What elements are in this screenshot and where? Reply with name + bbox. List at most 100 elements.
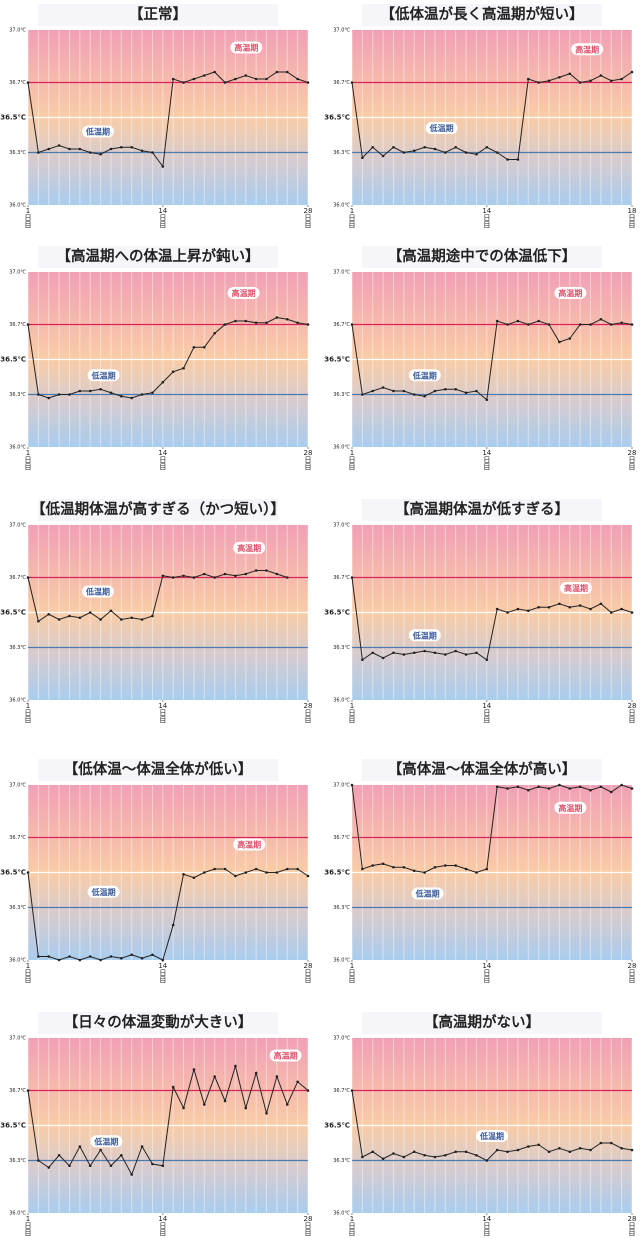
temperature-point — [620, 783, 623, 787]
temperature-point — [171, 1085, 175, 1089]
temperature-point — [182, 366, 185, 370]
temperature-point — [88, 389, 92, 393]
y-tick-label: 37.0℃ — [9, 1036, 26, 1042]
y-tick-label: 36.5℃ — [0, 1122, 26, 1130]
temperature-point — [57, 393, 61, 396]
title-box — [362, 246, 602, 268]
x-tick-label: 14 — [482, 449, 491, 457]
x-tick-suffix: 日 — [629, 969, 636, 977]
temperature-point — [495, 319, 499, 323]
temperature-point — [475, 651, 478, 655]
phase-label: 低温期 — [412, 630, 437, 640]
temperature-point — [37, 619, 40, 623]
temperature-point — [464, 1150, 468, 1154]
x-tick-label: 14 — [482, 962, 491, 970]
temperature-point — [78, 1145, 82, 1148]
temperature-point — [578, 785, 582, 789]
temperature-point — [537, 785, 540, 789]
x-tick-suffix: 目 — [629, 716, 636, 724]
x-tick-suffix: 目 — [483, 976, 490, 984]
temperature-point — [57, 618, 61, 621]
temperature-point — [213, 867, 216, 871]
temperature-point — [578, 1146, 582, 1150]
y-tick-label: 36.7℃ — [9, 835, 26, 841]
temperature-point — [285, 576, 289, 579]
title-box — [362, 1012, 602, 1034]
x-tick-suffix: 目 — [25, 716, 32, 724]
y-tick-label: 36.7℃ — [9, 575, 26, 581]
temperature-point — [423, 649, 426, 653]
temperature-point — [213, 70, 216, 74]
chart-panel: 【高温期への体温上昇が鈍い】37.0℃36.7℃36.5℃36.3℃36.0℃1… — [0, 246, 312, 471]
temperature-point — [234, 77, 237, 81]
temperature-point — [244, 74, 248, 77]
x-tick-suffix: 日 — [483, 709, 490, 717]
y-tick-label: 36.7℃ — [333, 1088, 350, 1094]
temperature-point — [109, 609, 113, 613]
temperature-point — [161, 165, 165, 168]
phase-label: 低温期 — [85, 127, 110, 137]
x-tick-suffix: 日 — [305, 969, 312, 977]
temperature-point — [26, 1089, 30, 1092]
temperature-point — [495, 785, 499, 789]
y-tick-label: 36.0℃ — [9, 203, 26, 209]
temperature-point — [412, 651, 416, 655]
x-tick-suffix: 目 — [349, 976, 356, 984]
phase-label: 低温期 — [412, 370, 437, 380]
temperature-point — [412, 869, 416, 873]
temperature-point — [444, 864, 447, 867]
temperature-point — [47, 396, 51, 400]
temperature-point — [140, 956, 144, 960]
phase-badge — [269, 1049, 302, 1062]
x-tick-suffix: 目 — [483, 1229, 490, 1237]
y-tick-label: 36.0℃ — [333, 1211, 350, 1217]
chart-panel: 【高体温～体温全体が高い】37.0℃36.7℃36.5℃36.3℃36.0℃1日… — [324, 759, 636, 984]
y-tick-label: 36.3℃ — [9, 905, 26, 911]
temperature-point — [537, 81, 540, 84]
temperature-point — [402, 865, 406, 869]
y-tick-label: 36.3℃ — [9, 150, 26, 156]
temperature-point — [609, 323, 613, 326]
temperature-point — [202, 345, 206, 349]
x-tick-label: 28 — [304, 449, 313, 457]
temperature-point — [412, 1150, 416, 1154]
temperature-point — [99, 618, 102, 621]
y-tick-label: 37.0℃ — [9, 783, 26, 789]
y-tick-label: 36.0℃ — [9, 1211, 26, 1217]
temperature-point — [254, 1071, 258, 1075]
y-tick-label: 36.5℃ — [324, 114, 350, 122]
x-tick-label: 1 — [26, 1215, 30, 1223]
temperature-point — [620, 77, 623, 81]
x-tick-label: 1 — [350, 962, 354, 970]
temperature-line — [351, 1090, 633, 1162]
temperature-point — [371, 389, 375, 393]
temperature-point — [202, 572, 206, 576]
temperature-point — [361, 156, 364, 160]
temperature-point — [151, 953, 154, 957]
title-box — [38, 246, 278, 268]
temperature-line — [351, 71, 633, 160]
y-tick-label: 37.0℃ — [9, 523, 26, 529]
x-tick-suffix: 目 — [305, 976, 312, 984]
phase-label: 高温期 — [558, 803, 582, 813]
phase-badge — [560, 582, 592, 594]
y-tick-label: 37.0℃ — [9, 270, 26, 276]
x-tick-label: 1 — [350, 702, 354, 710]
chart-title: 【高体温～体温全体が高い】 — [388, 760, 577, 778]
temperature-point — [433, 865, 437, 869]
temperature-point — [485, 658, 489, 662]
temperature-point — [182, 1106, 185, 1110]
temperature-point — [161, 958, 165, 962]
temperature-point — [361, 393, 364, 396]
temperature-point — [547, 79, 551, 83]
temperature-point — [599, 74, 603, 77]
temperature-point — [485, 1159, 489, 1162]
x-tick-suffix: 目 — [483, 716, 490, 724]
temperature-point — [444, 653, 447, 656]
temperature-point — [402, 653, 406, 656]
phase-label: 高温期 — [234, 43, 258, 53]
phase-badge — [476, 1130, 508, 1142]
temperature-point — [423, 871, 426, 874]
x-tick-label: 28 — [628, 702, 637, 710]
x-tick-suffix: 日 — [25, 1222, 32, 1230]
